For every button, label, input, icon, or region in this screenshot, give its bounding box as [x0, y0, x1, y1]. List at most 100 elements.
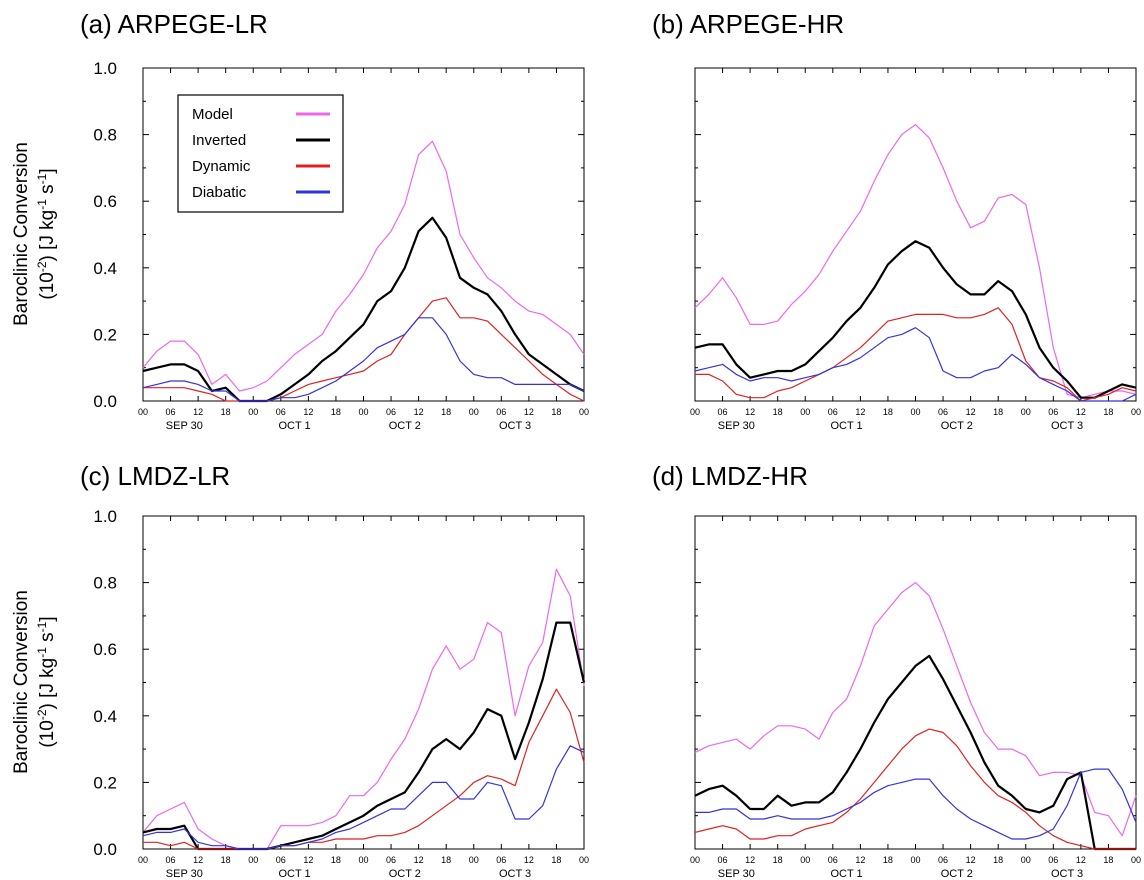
y-axis-label-top: Baroclinic Conversion (10-2) [J kg-1 s-1… [11, 142, 58, 326]
series-line-dynamic [143, 297, 585, 402]
legend-label-diabatic: Diabatic [192, 184, 247, 201]
series-line-inverted [142, 621, 586, 851]
panel-b-title: (b) ARPEGE-HR [652, 9, 844, 39]
y-tick-label: 0.8 [93, 126, 117, 145]
series-line-model [142, 568, 585, 850]
x-tick-label: 00 [579, 855, 589, 865]
x-tick-label: 00 [1021, 407, 1031, 417]
series-line-diabatic [142, 745, 585, 850]
x-date-label: OCT 2 [389, 420, 421, 432]
x-tick-label: 12 [966, 407, 976, 417]
x-date-label: OCT 1 [830, 420, 862, 432]
x-tick-label: 12 [524, 407, 534, 417]
x-date-label: SEP 30 [718, 420, 755, 432]
legend: Model Inverted Dynamic Diabatic [177, 94, 344, 213]
x-tick-label: 00 [579, 407, 589, 417]
x-tick-label: 18 [331, 407, 341, 417]
y-tick-label: 1.0 [93, 59, 117, 78]
series-line-dynamic [695, 307, 1137, 402]
panel-a: 0.0 0.2 0.4 0.6 0.8 1.0 00 06 12 18 00 06 12 18 00 06 12… [93, 59, 589, 432]
x-tick-label: 12 [193, 407, 203, 417]
x-tick-label: 00 [1021, 855, 1031, 865]
y-tick-label: 0.0 [93, 392, 117, 411]
y-axis-label-line2: (10-2) [J kg-1 s-1] [35, 168, 58, 299]
series-line-dynamic [143, 688, 585, 850]
x-tick-label: 18 [883, 407, 893, 417]
x-date-label: OCT 2 [389, 868, 421, 880]
series-line-diabatic [695, 768, 1137, 840]
x-tick-label: 12 [414, 855, 424, 865]
y-tick-label: 1.0 [93, 507, 117, 526]
x-tick-label: 06 [276, 407, 286, 417]
series-line-diabatic [142, 317, 585, 402]
y-tick-label: 0.4 [93, 259, 117, 278]
y-axis-label-line1: Baroclinic Conversion [11, 142, 32, 326]
y-tick-label: 0.4 [93, 707, 117, 726]
x-tick-label: 18 [1103, 407, 1113, 417]
x-date-label: OCT 2 [941, 868, 973, 880]
panel-d-title: (d) LMDZ-HR [652, 461, 808, 491]
x-tick-label: 06 [166, 855, 176, 865]
x-tick-label: 00 [690, 407, 700, 417]
x-tick-label: 00 [469, 855, 479, 865]
x-tick-label: 12 [1076, 407, 1086, 417]
x-tick-label: 06 [718, 855, 728, 865]
x-tick-label: 18 [1103, 855, 1113, 865]
x-tick-label: 00 [910, 855, 920, 865]
panel-a-title: (a) ARPEGE-LR [80, 9, 268, 39]
x-tick-label: 12 [193, 855, 203, 865]
legend-label-inverted: Inverted [192, 132, 246, 149]
x-tick-label: 06 [938, 855, 948, 865]
x-tick-label: 00 [800, 407, 810, 417]
x-tick-label: 00 [1131, 407, 1141, 417]
x-tick-label: 18 [773, 407, 783, 417]
y-axis-label-line2: (10-2) [J kg-1 s-1] [35, 616, 58, 747]
x-tick-label: 06 [496, 855, 506, 865]
x-tick-label: 06 [1048, 855, 1058, 865]
panel-c: 0.0 0.2 0.4 0.6 0.8 1.0 00 06 12 18 00 06 12 18 00 06 12… [93, 507, 589, 880]
x-date-label: OCT 1 [278, 868, 310, 880]
y-tick-label: 0.8 [93, 574, 117, 593]
x-tick-label: 00 [910, 407, 920, 417]
x-tick-label: 06 [828, 855, 838, 865]
x-date-label: SEP 30 [718, 868, 755, 880]
x-tick-label: 18 [883, 855, 893, 865]
panel-b: 00 06 12 18 00 06 12 18 00 06 12 18 00 06 12 18 00 SEP 30… [690, 67, 1141, 432]
x-tick-label: 18 [551, 855, 561, 865]
series-line-model [694, 123, 1137, 399]
y-tick-label: 0.6 [93, 192, 117, 211]
x-date-label: OCT 3 [499, 868, 531, 880]
x-tick-label: 00 [248, 407, 258, 417]
series-line-inverted [694, 654, 1136, 851]
x-tick-label: 00 [469, 407, 479, 417]
x-tick-label: 12 [745, 855, 755, 865]
x-tick-label: 12 [855, 407, 865, 417]
x-date-label: OCT 1 [278, 420, 310, 432]
x-tick-label: 06 [938, 407, 948, 417]
x-tick-label: 12 [855, 855, 865, 865]
x-tick-label: 18 [441, 407, 451, 417]
x-date-label: OCT 1 [830, 868, 862, 880]
x-tick-label: 18 [331, 855, 341, 865]
x-tick-label: 00 [1131, 855, 1141, 865]
plot-frame [694, 67, 1137, 402]
x-tick-label: 06 [386, 407, 396, 417]
y-tick-label: 0.2 [93, 773, 117, 792]
x-tick-label: 06 [276, 855, 286, 865]
legend-label-model: Model [192, 106, 233, 123]
series-line-model [142, 140, 585, 392]
legend-label-dynamic: Dynamic [192, 158, 251, 175]
panel-d: 00 06 12 18 00 06 12 18 00 06 12 18 00 06 12 18 00 SEP 30… [690, 515, 1141, 880]
x-tick-label: 18 [993, 407, 1003, 417]
x-tick-label: 12 [745, 407, 755, 417]
x-date-label: OCT 3 [1051, 868, 1083, 880]
x-tick-label: 00 [358, 855, 368, 865]
x-tick-label: 00 [138, 407, 148, 417]
x-tick-label: 06 [1048, 407, 1058, 417]
x-date-label: OCT 3 [1051, 420, 1083, 432]
x-tick-label: 18 [551, 407, 561, 417]
x-tick-label: 18 [993, 855, 1003, 865]
x-tick-label: 18 [221, 855, 231, 865]
y-tick-label: 0.0 [93, 840, 117, 859]
